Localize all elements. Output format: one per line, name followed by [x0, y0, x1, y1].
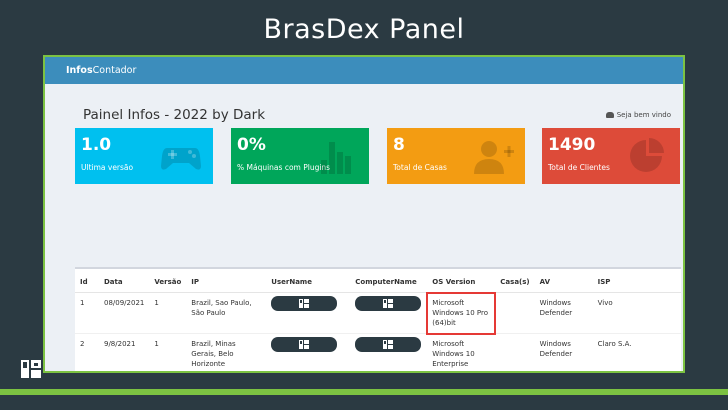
navbar-brand-bold[interactable]: Infos	[66, 65, 93, 76]
col-header-isp: ISP	[592, 269, 681, 293]
brand-logo-icon	[383, 340, 394, 349]
bar-chart-icon	[321, 142, 351, 174]
cell-version: 1	[149, 292, 187, 334]
clients-table: Id Data Versão IP UserName ComputerName …	[75, 269, 681, 371]
cell-date: 08/09/2021	[99, 292, 150, 334]
info-box-value: 0%	[237, 135, 266, 155]
page-header: Painel Infos - 2022 by Dark Seja bem vin…	[83, 107, 675, 127]
redacted-username	[271, 337, 338, 352]
pie-chart-icon	[630, 138, 664, 172]
cell-casas	[495, 333, 535, 371]
brand-logo-icon	[383, 299, 394, 308]
browser-frame: InfosContador Painel Infos - 2022 by Dar…	[43, 55, 685, 373]
brand-logo-icon	[299, 299, 310, 308]
table-row: 2 9/8/2021 1 Brazil, Minas Gerais, Belo …	[75, 333, 681, 371]
cell-computername	[350, 292, 428, 334]
cell-os: Microsoft Windows 10 Enterprise	[427, 333, 496, 371]
col-header-id: Id	[75, 269, 99, 293]
col-header-versao: Versão	[149, 269, 187, 293]
cell-date: 9/8/2021	[99, 333, 150, 371]
cell-casas	[495, 292, 535, 334]
welcome-label: Seja bem vindo	[616, 111, 671, 119]
cell-username	[266, 333, 351, 371]
navbar: InfosContador	[45, 57, 683, 84]
cell-av: Windows Defender	[534, 292, 593, 334]
redacted-computername	[355, 296, 422, 311]
info-box-label: Total de Casas	[393, 163, 447, 172]
gamepad-icon	[161, 148, 201, 170]
cell-ip: Brazil, Sao Paulo, São Paulo	[186, 292, 267, 334]
cell-computername	[350, 333, 428, 371]
cell-id: 2	[75, 333, 99, 371]
col-header-username: UserName	[266, 269, 351, 293]
slide-title: BrasDex Panel	[263, 14, 465, 45]
welcome-link[interactable]: Seja bem vindo	[605, 111, 671, 119]
info-box-value: 1.0	[81, 135, 112, 155]
cell-os-highlighted: Microsoft Windows 10 Pro (64)bit	[426, 291, 497, 335]
col-header-ip: IP	[186, 269, 267, 293]
cell-av: Windows Defender	[534, 333, 593, 371]
col-header-data: Data	[99, 269, 150, 293]
info-box-label: % Máquinas com Plugins	[237, 163, 331, 172]
user-plus-icon	[474, 141, 514, 174]
dashboard-icon	[605, 112, 614, 118]
col-header-computername: ComputerName	[350, 269, 428, 293]
info-box-label: Total de Clientes	[548, 163, 610, 172]
navbar-brand-rest[interactable]: Contador	[92, 65, 137, 76]
info-box-clientes: 1490 Total de Clientes	[542, 128, 680, 184]
cell-ip: Brazil, Minas Gerais, Belo Horizonte	[186, 333, 267, 371]
info-box-plugins: 0% % Máquinas com Plugins	[231, 128, 369, 184]
col-header-casas: Casa(s)	[495, 269, 535, 293]
info-box-value: 8	[393, 135, 405, 155]
col-header-os-version: OS Version	[427, 269, 496, 293]
cell-version: 1	[149, 333, 187, 371]
bottom-accent-bar	[0, 389, 728, 395]
brand-logo-icon	[299, 340, 310, 349]
cell-isp: Claro S.A.	[592, 333, 681, 371]
cell-username	[266, 292, 351, 334]
cell-isp: Vivo	[592, 292, 681, 334]
table-header-row: Id Data Versão IP UserName ComputerName …	[75, 269, 681, 293]
brand-logo-icon	[21, 360, 41, 378]
info-box-version: 1.0 Ultima versão	[75, 128, 213, 184]
info-box-value: 1490	[548, 135, 596, 155]
table-row: 1 08/09/2021 1 Brazil, Sao Paulo, São Pa…	[75, 291, 681, 335]
info-box-label: Ultima versão	[81, 163, 134, 172]
info-box-casas: 8 Total de Casas	[387, 128, 525, 184]
clients-table-container: Id Data Versão IP UserName ComputerName …	[75, 267, 681, 371]
page-title: Painel Infos - 2022 by Dark	[83, 107, 266, 123]
col-header-av: AV	[534, 269, 593, 293]
cell-id: 1	[75, 292, 99, 334]
redacted-username	[271, 296, 338, 311]
redacted-computername	[355, 337, 422, 352]
